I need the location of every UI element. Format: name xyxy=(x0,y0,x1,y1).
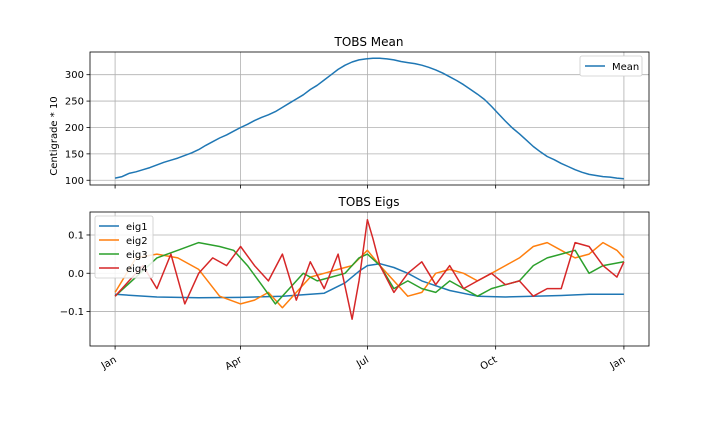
eigs-legend-label-eig2: eig2 xyxy=(126,236,148,247)
eigs-y-ticks: −0.1 0.0 0.1 xyxy=(60,230,90,318)
mean-legend-label: Mean xyxy=(612,62,639,73)
eigs-legend-box xyxy=(94,215,154,279)
eigs-legend: eig1 eig2 eig3 eig4 xyxy=(94,215,154,279)
eigs-y-tick-label: 0.0 xyxy=(68,269,84,280)
eigs-y-tick-label: −0.1 xyxy=(60,307,84,318)
mean-panel-title: TOBS Mean xyxy=(334,35,404,49)
eigs-axes-frame xyxy=(89,211,650,347)
mean-series-Mean xyxy=(114,57,624,180)
mean-y-tick-label: 300 xyxy=(65,70,84,81)
mean-y-ticks: 100 150 200 250 300 xyxy=(65,70,90,187)
eigs-series-eig1 xyxy=(115,262,624,299)
mean-x-ticks xyxy=(114,185,625,189)
mean-y-tick-label: 200 xyxy=(65,123,84,134)
mean-legend: Mean xyxy=(579,55,643,77)
eigs-series-eig2 xyxy=(114,241,625,309)
mean-lines xyxy=(114,57,624,180)
mean-y-axis-label: Centigrade * 10 xyxy=(49,96,60,175)
mean-grid xyxy=(90,52,649,185)
eigs-legend-label-eig1: eig1 xyxy=(126,222,148,233)
eigs-panel-title: TOBS Eigs xyxy=(337,195,399,209)
eigs-y-tick-label: 0.1 xyxy=(68,230,84,241)
mean-y-tick-label: 250 xyxy=(65,97,84,108)
mean-panel: TOBS Mean Centigrade * 10 100 150 200 250 30… xyxy=(49,35,650,189)
mean-y-tick-label: 100 xyxy=(65,176,84,187)
eigs-legend-label-eig3: eig3 xyxy=(126,250,148,261)
eigs-series-eig4 xyxy=(114,218,625,320)
eigs-legend-label-eig4: eig4 xyxy=(126,264,148,275)
eigs-grid xyxy=(90,212,649,346)
mean-y-tick-label: 150 xyxy=(65,149,84,160)
mean-axes-frame xyxy=(89,51,650,186)
eigs-lines xyxy=(114,218,625,320)
mean-legend-box xyxy=(579,55,643,77)
